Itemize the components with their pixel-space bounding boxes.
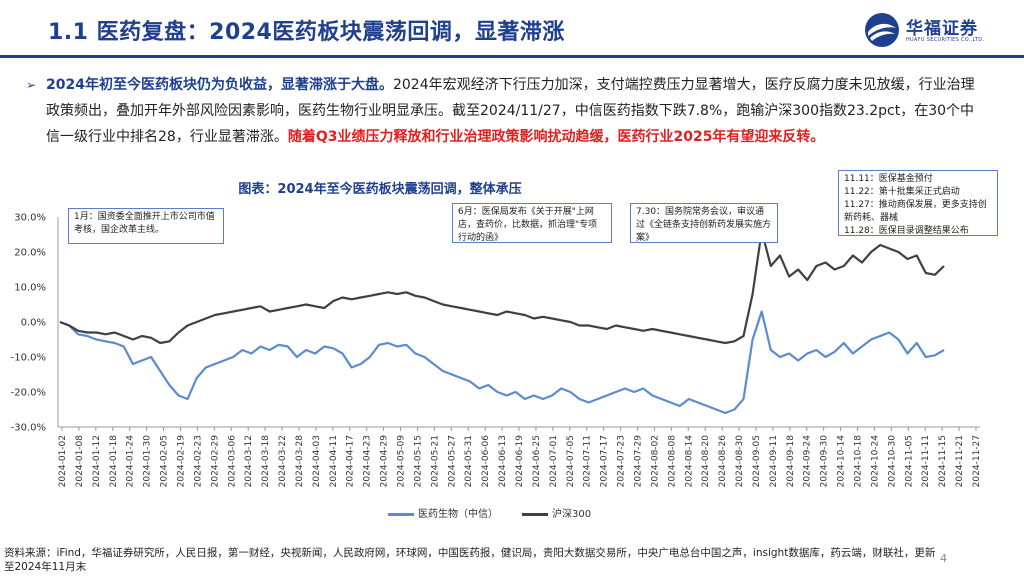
bullet-arrow-icon: ➢ xyxy=(26,78,37,92)
legend-swatch xyxy=(388,512,414,516)
x-tick-label: 2024-08-02 xyxy=(650,435,660,487)
annotation-nov-line: 11.28：医保目录调整结果公布 xyxy=(844,226,969,236)
x-tick-label: 2024-04-17 xyxy=(346,435,356,487)
x-tick-label: 2024-07-29 xyxy=(633,435,643,488)
x-tick-label: 2024-07-01 xyxy=(549,435,559,487)
x-tick-label: 2024-06-19 xyxy=(515,435,525,488)
x-tick-label: 2024-02-05 xyxy=(160,435,170,487)
annotation-jun: 6月：医保局发布《关于开展"上网店，查药价，比数据，抓治理"专项行动的函》 xyxy=(452,203,612,243)
x-tick-label: 2024-01-30 xyxy=(143,435,153,488)
annotation-nov-line: 11.27：推动商保发展，更多支持创新药耗、器械 xyxy=(844,200,987,223)
y-tick-label: 30.0% xyxy=(14,213,46,224)
x-tick-label: 2024-10-14 xyxy=(837,435,847,488)
y-tick-label: 20.0% xyxy=(14,248,46,259)
bullet-red-tail: 随着Q3业绩压力释放和行业治理政策影响扰动趋缓，医药行业2025年有望迎来反转。 xyxy=(287,129,825,145)
x-tick-label: 2024-04-23 xyxy=(363,435,373,487)
summary-bullet: ➢ 2024年初至今医药板块仍为负收益，显著滞涨于大盘。2024年宏观经济下行压… xyxy=(26,72,976,150)
annotation-jan: 1月：国资委全面推开上市公司市值考核，国企改革主线。 xyxy=(68,208,224,244)
title-divider xyxy=(0,55,1024,58)
x-axis: 2024-01-02 2024-01-08 2024-01-12 2024-01-18… xyxy=(58,426,982,488)
x-tick-label: 2024-06-06 xyxy=(481,435,491,488)
series-line-pharma xyxy=(59,310,945,415)
x-tick-label: 2024-02-29 xyxy=(210,435,220,488)
y-tick-label: 10.0% xyxy=(14,283,46,294)
logo-mark-icon xyxy=(865,13,899,47)
x-tick-label: 2024-09-11 xyxy=(769,435,779,487)
x-tick-label: 2024-04-11 xyxy=(329,435,339,487)
legend-label: 医药生物（中信） xyxy=(418,509,498,520)
annotation-nov-line: 11.11：医保基金预付 xyxy=(844,174,933,184)
annotation-nov-line: 11.22：第十批集采正式启动 xyxy=(844,187,960,197)
x-tick-label: 2024-08-30 xyxy=(735,435,745,488)
x-tick-label: 2024-05-31 xyxy=(464,435,474,487)
x-tick-label: 2024-11-05 xyxy=(904,435,914,487)
annotation-jul: 7.30：国务院常务会议，审议通过《全链条支持创新药发展实施方案》 xyxy=(630,203,778,243)
x-tick-label: 2024-08-08 xyxy=(667,435,677,488)
x-tick-label: 2024-06-25 xyxy=(532,435,542,487)
x-tick-label: 2024-05-09 xyxy=(397,435,407,488)
x-tick-label: 2024-01-08 xyxy=(75,435,85,488)
x-tick-label: 2024-07-23 xyxy=(617,435,627,487)
x-tick-label: 2024-07-05 xyxy=(566,435,576,487)
x-tick-label: 2024-10-24 xyxy=(870,435,880,488)
x-tick-label: 2024-08-14 xyxy=(684,435,694,488)
logo-text-cn: 华福证券 xyxy=(906,19,978,39)
annotation-nov: 11.11：医保基金预付 11.22：第十批集采正式启动 11.27：推动商保发… xyxy=(838,170,998,236)
x-tick-label: 2024-03-06 xyxy=(227,435,237,488)
source-footnote: 资料来源：iFind，华福证券研究所，人民日报，第一财经，央视新闻，人民政府网，… xyxy=(4,547,936,573)
y-axis: 30.0% 20.0% 10.0% 0.0% -10.0% -20.0% -30.0% xyxy=(11,213,59,434)
x-tick-label: 2024-08-20 xyxy=(701,435,711,488)
x-tick-label: 2024-02-23 xyxy=(193,435,203,487)
x-tick-label: 2024-08-26 xyxy=(718,435,728,488)
x-tick-label: 2024-09-30 xyxy=(820,435,830,488)
title-bar: 1.1 医药复盘：2024医药板块震荡回调，显著滞涨 华福证券 HUAFU SE… xyxy=(0,0,1024,62)
x-tick-label: 2024-05-15 xyxy=(413,435,423,487)
x-tick-label: 2024-03-12 xyxy=(244,435,254,487)
x-tick-label: 2024-07-17 xyxy=(600,435,610,487)
x-tick-label: 2024-05-27 xyxy=(447,435,457,487)
x-tick-label: 2024-05-21 xyxy=(430,435,440,487)
x-tick-label: 2024-06-13 xyxy=(498,435,508,487)
x-tick-label: 2024-01-02 xyxy=(58,435,68,487)
x-tick-label: 2024-11-11 xyxy=(921,435,931,487)
legend-item-hs300: 沪深300 xyxy=(522,505,591,520)
legend-swatch xyxy=(522,512,548,516)
x-tick-label: 2024-01-12 xyxy=(92,435,102,487)
x-tick-label: 2024-04-03 xyxy=(312,435,322,487)
x-tick-label: 2024-09-24 xyxy=(803,435,813,488)
x-tick-label: 2024-01-24 xyxy=(126,435,136,488)
x-tick-label: 2024-03-18 xyxy=(261,435,271,488)
y-tick-label: -10.0% xyxy=(11,353,46,364)
bullet-lead: 2024年初至今医药板块仍为负收益，显著滞涨于大盘。 xyxy=(46,77,393,93)
y-tick-label: -30.0% xyxy=(11,423,46,434)
x-tick-label: 2024-11-27 xyxy=(972,435,982,487)
y-tick-label: -20.0% xyxy=(11,388,46,399)
x-tick-label: 2024-03-22 xyxy=(278,435,288,487)
x-tick-label: 2024-09-05 xyxy=(752,435,762,487)
bullet-body: 2024年宏观经济下行压力加深，支付端控费压力显著增大，医疗反腐力度未见放缓，行… xyxy=(46,77,975,145)
x-tick-label: 2024-11-21 xyxy=(955,435,965,487)
company-logo: 华福证券 HUAFU SECURITIES CO.,LTD. xyxy=(862,10,1002,50)
logo-text-en: HUAFU SECURITIES CO.,LTD. xyxy=(906,37,985,43)
legend-item-pharma: 医药生物（中信） xyxy=(388,505,498,520)
chart-lines xyxy=(59,229,945,415)
x-tick-label: 2024-10-30 xyxy=(887,435,897,488)
x-tick-label: 2024-03-28 xyxy=(295,435,305,488)
x-tick-label: 2024-04-29 xyxy=(380,435,390,488)
x-tick-label: 2024-01-18 xyxy=(109,435,119,488)
x-tick-label: 2024-02-19 xyxy=(176,435,186,488)
page-number: 4 xyxy=(940,552,947,565)
legend-label: 沪深300 xyxy=(552,509,592,520)
y-tick-label: 0.0% xyxy=(21,318,46,329)
x-tick-label: 2024-07-11 xyxy=(583,435,593,487)
x-tick-label: 2024-11-15 xyxy=(938,435,948,487)
x-tick-label: 2024-09-18 xyxy=(786,435,796,488)
x-tick-label: 2024-10-18 xyxy=(854,435,864,488)
chart-title: 图表：2024年至今医药板块震荡回调，整体承压 xyxy=(238,182,522,197)
page-title: 1.1 医药复盘：2024医药板块震荡回调，显著滞涨 xyxy=(48,20,565,45)
series-line-hs300 xyxy=(59,229,945,345)
